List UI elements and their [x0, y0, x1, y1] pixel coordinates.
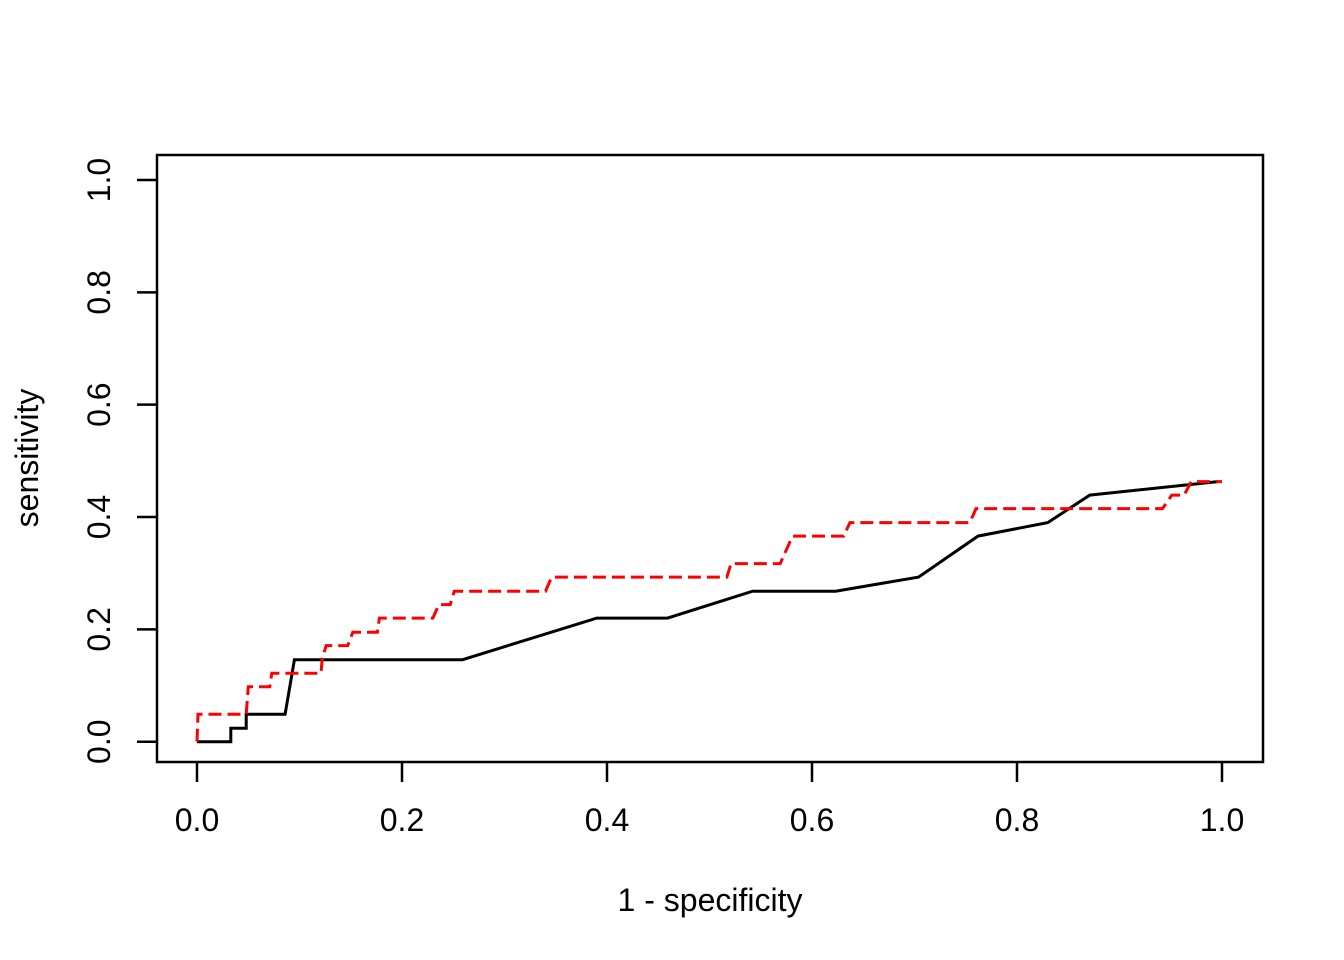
y-tick-label: 0.0: [81, 719, 117, 763]
roc-curve-red-dashed: [195, 480, 1222, 742]
y-tick-label: 0.8: [81, 270, 117, 314]
y-axis-title: sensitivity: [9, 389, 45, 528]
x-tick-label: 0.0: [175, 802, 219, 838]
x-axis: 0.0 0.2 0.4 0.6 0.8 1.0: [175, 762, 1244, 838]
y-tick-label: 0.4: [81, 495, 117, 539]
x-tick-label: 0.4: [585, 802, 629, 838]
y-tick-label: 0.2: [81, 607, 117, 651]
x-tick-label: 0.8: [995, 802, 1039, 838]
x-tick-label: 1.0: [1200, 802, 1244, 838]
roc-curve-black-solid: [197, 480, 1219, 744]
x-tick-label: 0.2: [380, 802, 424, 838]
plot-border-box: [155, 153, 1265, 764]
y-tick-label: 1.0: [81, 158, 117, 202]
x-tick-label: 0.6: [790, 802, 834, 838]
y-axis: 0.0 0.2 0.4 0.6 0.8 1.0: [81, 158, 157, 764]
y-tick-label: 0.6: [81, 382, 117, 426]
curves-layer: [195, 480, 1222, 744]
x-axis-title: 1 - specificity: [618, 882, 803, 918]
